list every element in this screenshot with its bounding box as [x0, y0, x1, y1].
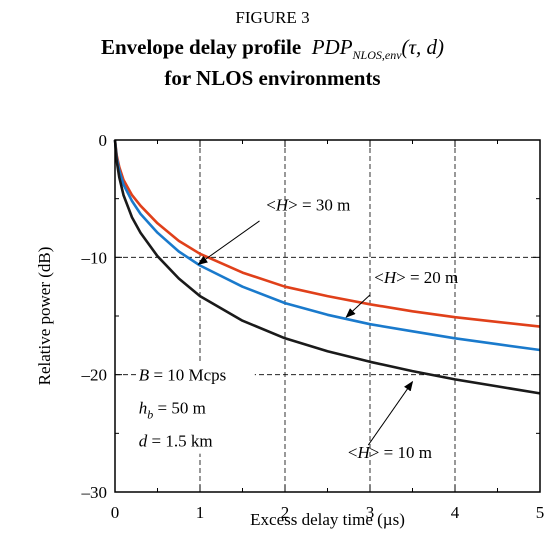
annotation-label-2: <H> = 20 m	[374, 268, 458, 287]
figure-label: FIGURE 3	[235, 8, 310, 27]
y-axis-label: Relative power (dB)	[35, 247, 54, 386]
x-tick-label-1: 1	[196, 503, 205, 522]
annotation-arrow-1	[197, 220, 260, 265]
chart-title-line-2: for NLOS environments	[164, 66, 381, 90]
x-tick-label-0: 0	[111, 503, 120, 522]
annotation-label-3: <H> = 10 m	[348, 443, 432, 462]
title-prefix: Envelope delay profile	[100, 35, 302, 59]
title-pdp-subscript: NLOS,env	[352, 48, 402, 63]
x-tick-label-3: 3	[366, 503, 375, 522]
x-tick-label-4: 4	[451, 503, 460, 522]
x-tick-label-5: 5	[536, 503, 545, 522]
y-tick-label: –30	[81, 483, 108, 502]
annotation-arrow-2	[345, 294, 371, 318]
series-line-1	[113, 139, 541, 328]
series-lines	[113, 139, 541, 395]
series-line-3	[113, 139, 541, 395]
y-tick-label: –20	[81, 366, 108, 385]
annotations: <H> = 30 m <H> = 20 m <H> = 10 m	[197, 195, 458, 462]
parameter-3: d = 1.5 km	[139, 432, 213, 451]
x-axis-label: Excess delay time (µs)	[250, 510, 405, 529]
parameter-box-background	[136, 363, 255, 454]
title-args: (τ, d)	[401, 35, 445, 59]
chart-title-line-1: Envelope delay profile PDPNLOS,env(τ, d)	[0, 35, 545, 63]
plot-frame	[114, 139, 541, 493]
annotation-label-1: <H> = 30 m	[266, 195, 350, 214]
y-tick-label: 0	[99, 131, 108, 150]
title-pdp: PDP	[311, 35, 353, 59]
tick-labels: 0 1 2 3 4 5 0 –10 –20 –30	[81, 131, 545, 522]
parameter-1: B = 10 Mcps	[139, 366, 227, 385]
y-tick-label: –10	[81, 248, 108, 267]
parameter-2: hb = 50 m	[139, 399, 206, 422]
x-tick-label-2: 2	[281, 503, 290, 522]
parameter-box: B = 10 Mcps hb = 50 m d = 1.5 km	[136, 363, 255, 454]
series-line-2	[113, 139, 541, 352]
annotation-arrow-3	[367, 380, 414, 446]
